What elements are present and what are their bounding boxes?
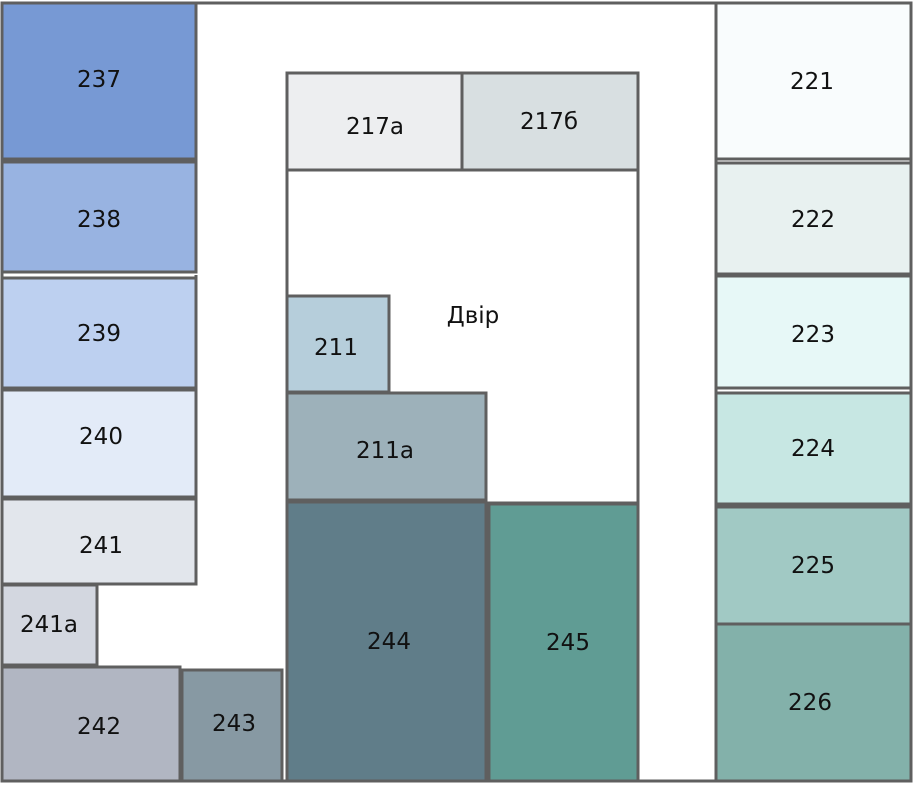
room-241a — [0, 583, 99, 667]
room-label-225: 225 — [791, 553, 835, 579]
room-label-243: 243 — [212, 711, 256, 737]
room-222 — [714, 161, 913, 276]
room-217b — [460, 71, 640, 172]
room-243 — [180, 668, 284, 783]
courtyard-label: Двір — [447, 303, 500, 329]
room-225 — [714, 505, 913, 626]
room-217a — [285, 71, 464, 172]
room-240 — [0, 388, 198, 499]
room-237 — [0, 1, 198, 161]
room-label-223: 223 — [791, 322, 835, 348]
room-label-222: 222 — [791, 207, 835, 233]
room-label-240: 240 — [79, 424, 123, 450]
room-label-238: 238 — [77, 207, 121, 233]
room-241 — [0, 497, 198, 586]
room-label-239: 239 — [77, 321, 121, 347]
room-label-237: 237 — [77, 67, 121, 93]
room-242 — [0, 665, 182, 783]
room-226 — [714, 622, 913, 783]
room-244 — [285, 500, 488, 783]
room-label-211a: 211а — [356, 438, 414, 464]
room-211a — [285, 391, 488, 502]
room-label-211: 211 — [314, 335, 358, 361]
room-238 — [0, 160, 198, 274]
room-label-217b: 217б — [520, 109, 578, 135]
room-label-242: 242 — [77, 714, 121, 740]
room-label-221: 221 — [790, 69, 834, 95]
room-245 — [487, 502, 640, 783]
room-label-241a: 241а — [20, 612, 78, 638]
room-239 — [0, 276, 198, 390]
room-label-241: 241 — [79, 533, 123, 559]
room-label-244: 244 — [367, 629, 411, 655]
room-label-245: 245 — [546, 630, 590, 656]
room-label-217a: 217а — [346, 114, 404, 140]
room-label-226: 226 — [788, 690, 832, 716]
room-224 — [714, 391, 913, 506]
room-211 — [285, 294, 391, 394]
room-label-224: 224 — [791, 436, 835, 462]
room-223 — [714, 274, 913, 390]
room-221 — [714, 1, 913, 161]
